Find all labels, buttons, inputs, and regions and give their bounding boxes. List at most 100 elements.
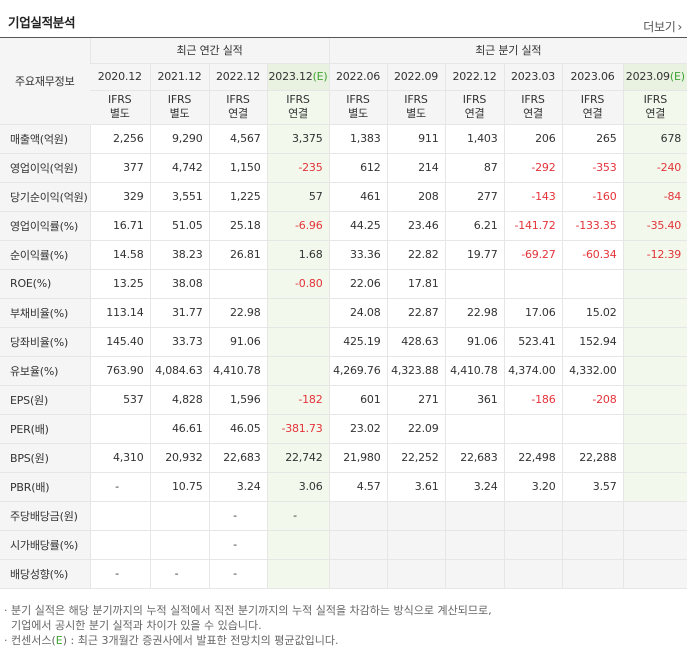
value-cell: 763.90 bbox=[89, 356, 150, 386]
value-cell: 113.14 bbox=[89, 297, 150, 328]
period-header: 2022.06 bbox=[328, 63, 387, 91]
value-cell: 26.81 bbox=[208, 240, 267, 270]
value-cell: -141.72 bbox=[503, 210, 562, 241]
table-row: PER(배) 46.61 46.05 -381.73 23.02 22.09 bbox=[0, 414, 688, 444]
value-cell: 14.58 bbox=[89, 240, 150, 270]
ifrs-standard: IFRS bbox=[226, 93, 250, 106]
value-cell bbox=[503, 530, 562, 560]
table-row: 주당배당금(원) - - bbox=[0, 500, 688, 531]
ifrs-standard: IFRS bbox=[580, 93, 605, 106]
value-cell: 911 bbox=[386, 123, 445, 154]
value-cell: 537 bbox=[89, 384, 150, 415]
section-title: 기업실적분석 bbox=[8, 15, 76, 30]
row-label: 시가배당률(%) bbox=[0, 530, 90, 560]
value-cell: 265 bbox=[561, 123, 623, 154]
value-cell bbox=[503, 414, 562, 444]
value-cell: 91.06 bbox=[444, 327, 504, 357]
value-cell bbox=[328, 530, 387, 560]
value-cell bbox=[386, 530, 445, 560]
row-label: 영업이익(억원) bbox=[0, 153, 90, 183]
value-cell: - bbox=[208, 559, 267, 589]
value-cell: 361 bbox=[444, 384, 504, 415]
value-cell bbox=[561, 530, 623, 560]
value-cell: 271 bbox=[386, 384, 445, 415]
value-cell: 38.23 bbox=[149, 240, 209, 270]
estimate-mark: (E) bbox=[669, 70, 685, 83]
row-label: 당기순이익(억원) bbox=[0, 182, 90, 212]
financial-table: 주요재무정보 최근 연간 실적 최근 분기 실적 2020.12 2021.12 2… bbox=[0, 38, 688, 589]
value-cell bbox=[266, 559, 329, 589]
value-cell bbox=[622, 269, 688, 299]
value-cell: 461 bbox=[328, 182, 387, 212]
value-cell: 523.41 bbox=[503, 327, 562, 357]
table-row: 시가배당률(%) - bbox=[0, 530, 688, 560]
value-cell: 1,225 bbox=[208, 182, 267, 212]
period-header: 2020.12 bbox=[90, 63, 150, 91]
value-cell: -0.80 bbox=[266, 269, 329, 299]
row-label: 순이익률(%) bbox=[0, 240, 90, 270]
value-cell bbox=[386, 559, 445, 589]
ifrs-scope: 연결 bbox=[288, 107, 308, 120]
value-cell: 6.21 bbox=[444, 210, 504, 241]
row-label: 주당배당금(원) bbox=[0, 500, 90, 531]
more-link[interactable]: 더보기 › bbox=[643, 18, 682, 35]
value-cell: 4,828 bbox=[149, 384, 209, 415]
value-cell: 428.63 bbox=[386, 327, 445, 357]
value-cell: 3,375 bbox=[266, 123, 329, 154]
value-cell: 17.81 bbox=[386, 269, 445, 299]
value-cell bbox=[503, 500, 562, 531]
ifrs-basis: IFRS 연결 bbox=[444, 90, 504, 125]
value-cell: 22.06 bbox=[328, 269, 387, 299]
value-cell bbox=[266, 327, 329, 357]
quarter-group-header: 최근 분기 실적 bbox=[328, 38, 688, 64]
value-cell: 22,252 bbox=[386, 443, 445, 473]
ifrs-basis: IFRS 연결 bbox=[503, 90, 562, 125]
value-cell bbox=[503, 559, 562, 589]
value-cell: -12.39 bbox=[622, 240, 688, 270]
value-cell: 3.24 bbox=[444, 472, 504, 502]
value-cell: 4,310 bbox=[89, 443, 150, 473]
value-cell: 24.08 bbox=[328, 297, 387, 328]
ifrs-scope: 연결 bbox=[523, 107, 543, 120]
value-cell: 23.02 bbox=[328, 414, 387, 444]
value-cell: -35.40 bbox=[622, 210, 688, 241]
row-label: 유보율(%) bbox=[0, 356, 90, 386]
value-cell bbox=[89, 414, 150, 444]
period-header: 2022.12 bbox=[208, 63, 267, 91]
value-cell: 377 bbox=[89, 153, 150, 183]
value-cell: 10.75 bbox=[149, 472, 209, 502]
ifrs-standard: IFRS bbox=[643, 93, 668, 106]
value-cell: -143 bbox=[503, 182, 562, 212]
value-cell bbox=[149, 500, 209, 531]
ifrs-standard: IFRS bbox=[286, 93, 310, 106]
period-label: 2021.12 bbox=[157, 70, 202, 83]
value-cell: -6.96 bbox=[266, 210, 329, 241]
value-cell: - bbox=[149, 559, 209, 589]
value-cell: 1,403 bbox=[444, 123, 504, 154]
value-cell: 329 bbox=[89, 182, 150, 212]
value-cell bbox=[622, 414, 688, 444]
estimate-mark: (E) bbox=[312, 70, 328, 83]
value-cell bbox=[444, 530, 504, 560]
value-cell: -84 bbox=[622, 182, 688, 212]
value-cell: - bbox=[89, 559, 150, 589]
ifrs-standard: IFRS bbox=[346, 93, 370, 106]
ifrs-scope: 별도 bbox=[406, 107, 426, 120]
value-cell bbox=[503, 269, 562, 299]
value-cell: 1.68 bbox=[266, 240, 329, 270]
table-row: 순이익률(%) 14.58 38.23 26.81 1.68 33.36 22.82 19.7… bbox=[0, 240, 688, 270]
period-label: 2022.12 bbox=[452, 70, 497, 83]
value-cell: 152.94 bbox=[561, 327, 623, 357]
value-cell bbox=[622, 530, 688, 560]
value-cell: 22,683 bbox=[208, 443, 267, 473]
period-header: 2023.06 bbox=[561, 63, 623, 91]
value-cell: 4.57 bbox=[328, 472, 387, 502]
value-cell: 4,742 bbox=[149, 153, 209, 183]
table-row: PBR(배) -10.75 3.24 3.06 4.57 3.61 3.24 3.20 3.57 bbox=[0, 472, 688, 502]
ifrs-basis: IFRS 연결 bbox=[208, 90, 267, 125]
ifrs-basis: IFRS 별도 bbox=[90, 90, 150, 125]
value-cell: - bbox=[266, 500, 329, 531]
value-cell: 22,683 bbox=[444, 443, 504, 473]
value-cell: -60.34 bbox=[561, 240, 623, 270]
value-cell: 13.25 bbox=[89, 269, 150, 299]
